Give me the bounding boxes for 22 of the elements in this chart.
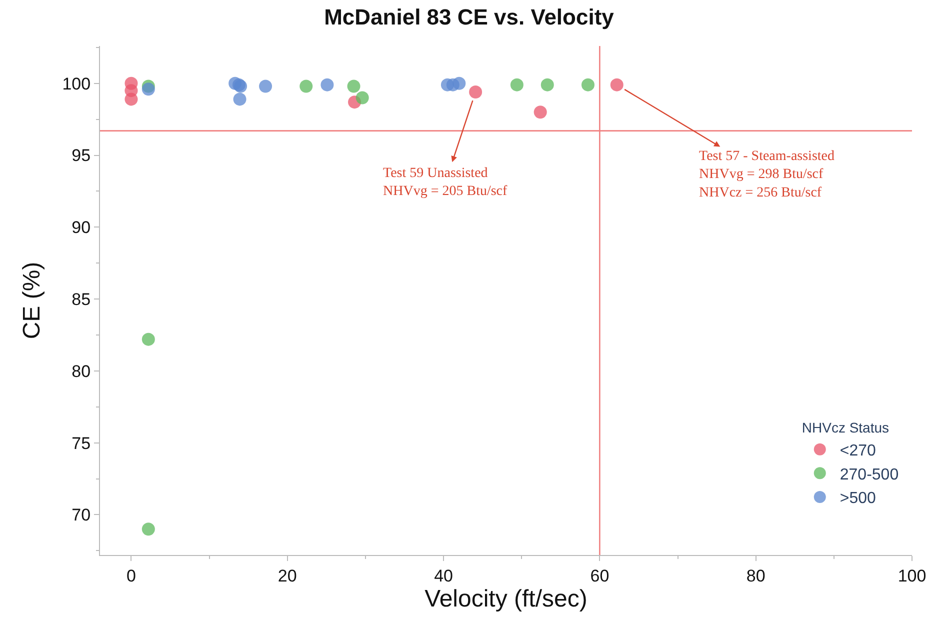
y-tick-label: 90 xyxy=(72,218,91,238)
y-axis-title: CE (%) xyxy=(18,262,46,340)
legend-label: >500 xyxy=(840,490,876,508)
annotation: Test 57 - Steam-assisted NHVvg = 298 Btu/scf NHVcz = 256 Btu/scf xyxy=(699,149,834,200)
y-tick-label: 85 xyxy=(72,290,91,310)
x-tick-label: 60 xyxy=(590,566,610,586)
y-tick-label: 75 xyxy=(72,434,91,453)
x-tick-label: 100 xyxy=(898,566,926,586)
x-tick-label: 80 xyxy=(746,566,766,586)
x-tick-label: 40 xyxy=(434,566,453,586)
chart-title: McDaniel 83 CE vs. Velocity xyxy=(324,4,615,30)
y-tick-label: 100 xyxy=(62,74,91,94)
legend-label: 270-500 xyxy=(840,466,899,484)
legend-label: <270 xyxy=(840,442,876,460)
x-axis-title: Velocity (ft/sec) xyxy=(424,585,588,612)
annotation: Test 59 Unassisted NHVvg = 205 Btu/scf xyxy=(383,166,508,200)
x-tick-label: 20 xyxy=(278,566,297,586)
x-tick-label: 0 xyxy=(126,566,136,586)
y-tick-label: 80 xyxy=(72,362,91,381)
legend-title: NHVcz Status xyxy=(802,419,890,436)
y-tick-label: 95 xyxy=(72,146,91,166)
y-tick-label: 70 xyxy=(72,506,91,525)
